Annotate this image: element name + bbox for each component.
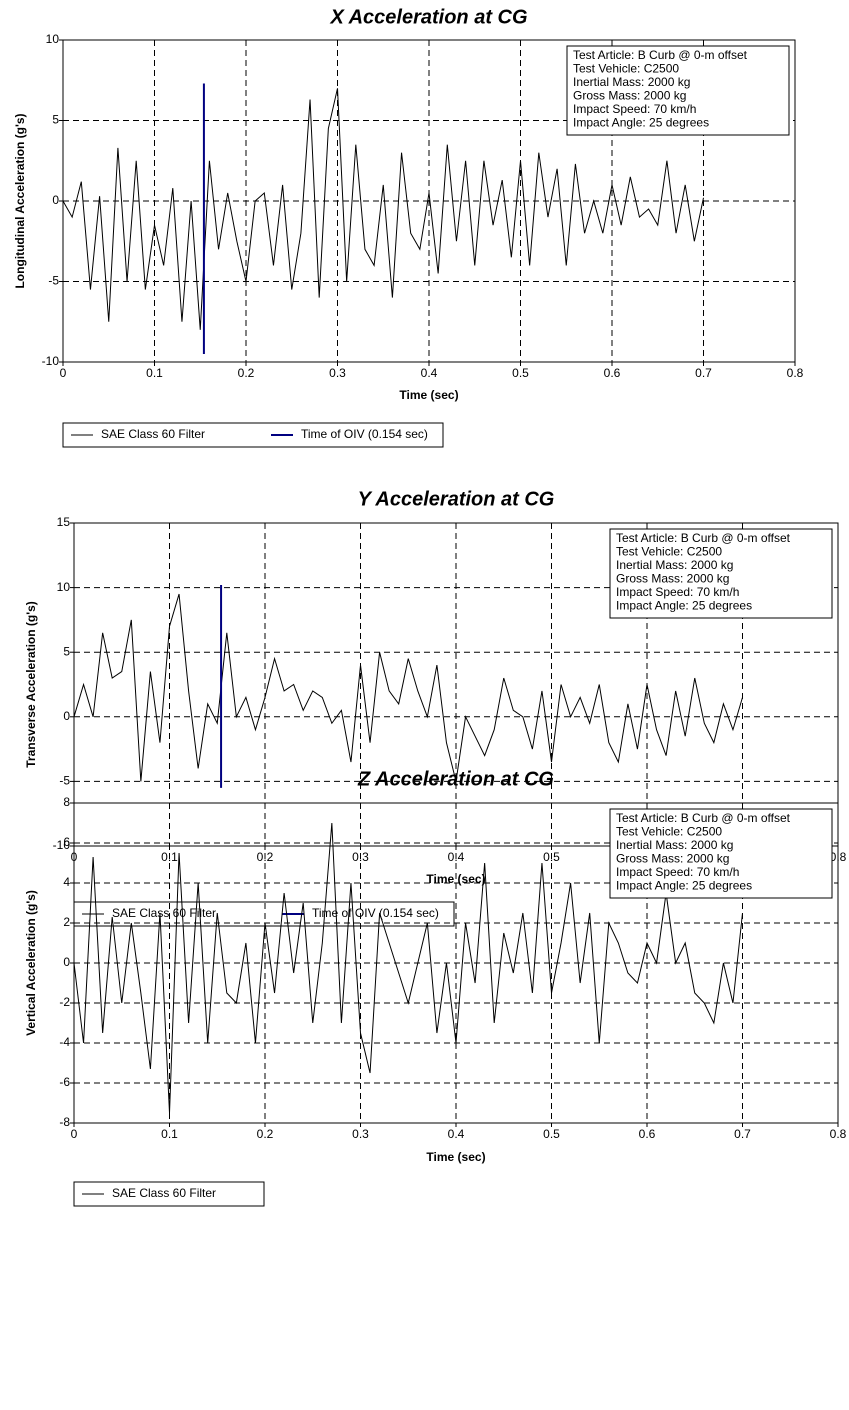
annotation: Gross Mass: 2000 kg — [573, 89, 686, 103]
y-tick-label: 0 — [63, 709, 70, 723]
x-tick-label: 0.8 — [787, 366, 804, 380]
x-tick-label: 0.6 — [639, 1127, 656, 1141]
legend-label: SAE Class 60 Filter — [112, 1186, 216, 1200]
x-axis-label: Time (sec) — [426, 872, 485, 886]
y-tick-label: -10 — [42, 354, 60, 368]
y-tick-label: -10 — [53, 838, 71, 852]
y-tick-label: 0 — [63, 955, 70, 969]
annotation: Test Vehicle: C2500 — [616, 545, 722, 559]
y-tick-label: 10 — [46, 32, 60, 46]
annotation-box — [566, 45, 790, 136]
annotation: Test Vehicle: C2500 — [616, 825, 722, 839]
y-tick-label: 2 — [63, 915, 70, 929]
y-tick-label: -2 — [59, 995, 70, 1009]
annotation: Test Article: B Curb @ 0-m offset — [616, 531, 791, 545]
annotation: Inertial Mass: 2000 kg — [616, 838, 733, 852]
y-axis-label: Transverse Acceleration (g's) — [24, 601, 38, 767]
y-tick-label: 0 — [52, 193, 59, 207]
chart-title: X Acceleration at CG — [329, 6, 527, 28]
y-tick-label: -8 — [59, 1115, 70, 1129]
x-tick-label: 0.5 — [543, 1127, 560, 1141]
x-tick-label: 0.1 — [146, 366, 163, 380]
legend-label: SAE Class 60 Filter — [112, 906, 216, 920]
y-tick-label: 15 — [57, 515, 71, 529]
y-tick-label: -6 — [59, 1075, 70, 1089]
legend-label: Time of OIV (0.154 sec) — [301, 427, 428, 441]
x-tick-label: 0.2 — [238, 366, 255, 380]
chart-title: Z Acceleration at CG — [357, 768, 554, 790]
x-tick-label: 0.4 — [448, 1127, 465, 1141]
data-line — [62, 88, 704, 330]
annotation: Inertial Mass: 2000 kg — [573, 75, 690, 89]
y-tick-label: -4 — [59, 1035, 70, 1049]
x-tick-label: 0.5 — [512, 366, 529, 380]
annotation-box — [609, 528, 833, 619]
y-tick-label: 5 — [52, 113, 59, 127]
annotation: Gross Mass: 2000 kg — [616, 572, 729, 586]
y-tick-label: 6 — [63, 835, 70, 849]
x-tick-label: 0 — [71, 1127, 78, 1141]
annotation: Impact Speed: 70 km/h — [616, 865, 739, 879]
legend-box — [73, 1181, 265, 1207]
x-tick-label: 0.7 — [734, 1127, 751, 1141]
x-tick-label: 0.4 — [421, 366, 438, 380]
x-tick-label: 0.2 — [257, 1127, 274, 1141]
y-axis-label: Vertical Acceleration (g's) — [24, 890, 38, 1036]
y-tick-label: -5 — [48, 274, 59, 288]
y-tick-label: 5 — [63, 644, 70, 658]
annotation: Impact Speed: 70 km/h — [616, 585, 739, 599]
x-axis-label: Time (sec) — [426, 1150, 485, 1164]
x-tick-label: 0.3 — [352, 1127, 369, 1141]
annotation: Impact Angle: 25 degrees — [573, 116, 709, 130]
x-axis-label: Time (sec) — [399, 388, 458, 402]
x-tick-label: 0.7 — [695, 366, 712, 380]
legend-box — [62, 422, 444, 448]
chart-title: Y Acceleration at CG — [358, 488, 555, 510]
data-line — [73, 593, 743, 782]
annotation-box — [609, 808, 833, 899]
legend-label: Time of OIV (0.154 sec) — [312, 906, 439, 920]
annotation: Impact Angle: 25 degrees — [616, 879, 752, 893]
data-line — [73, 822, 743, 1114]
x-tick-label: 0.1 — [161, 1127, 178, 1141]
y-tick-label: 10 — [57, 580, 71, 594]
y-axis-label: Longitudinal Acceleration (g's) — [13, 113, 27, 288]
annotation: Inertial Mass: 2000 kg — [616, 558, 733, 572]
annotation: Test Article: B Curb @ 0-m offset — [616, 811, 791, 825]
x-tick-label: 0 — [60, 366, 67, 380]
y-tick-label: 4 — [63, 875, 70, 889]
y-tick-label: 8 — [63, 795, 70, 809]
x-tick-label: 0.3 — [329, 366, 346, 380]
annotation: Gross Mass: 2000 kg — [616, 852, 729, 866]
annotation: Impact Angle: 25 degrees — [616, 599, 752, 613]
legend-label: SAE Class 60 Filter — [101, 427, 205, 441]
y-tick-label: -5 — [59, 774, 70, 788]
annotation: Test Vehicle: C2500 — [573, 62, 679, 76]
x-tick-label: 0.8 — [830, 1127, 847, 1141]
annotation: Impact Speed: 70 km/h — [573, 102, 696, 116]
x-tick-label: 0.6 — [604, 366, 621, 380]
annotation: Test Article: B Curb @ 0-m offset — [573, 48, 748, 62]
